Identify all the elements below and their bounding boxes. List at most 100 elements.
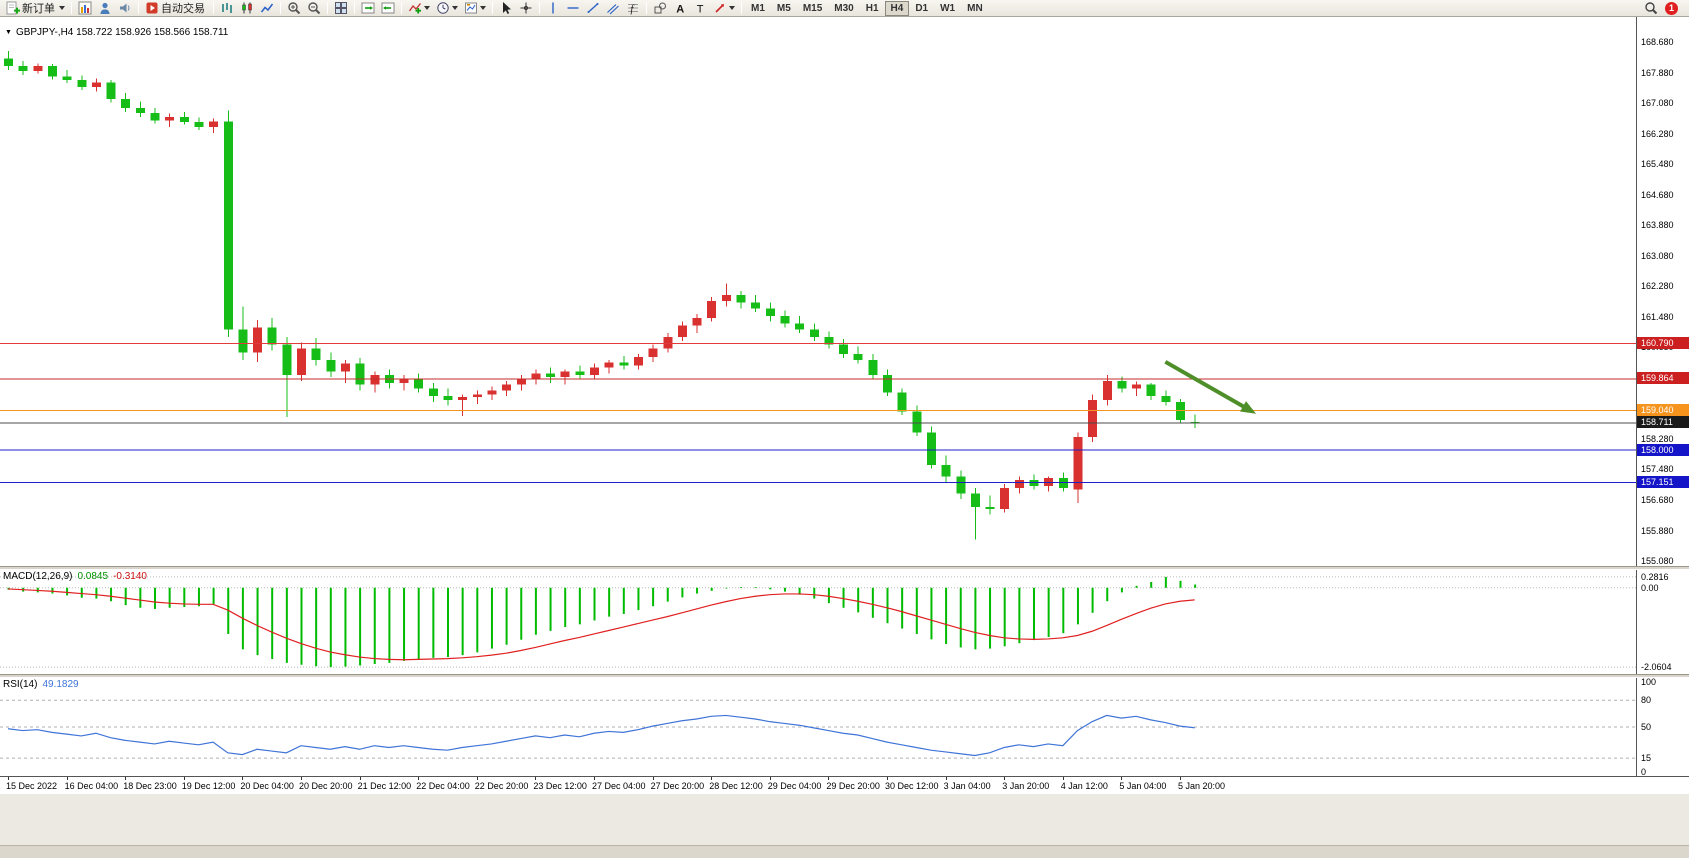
alerts-button[interactable] <box>115 1 135 16</box>
timeframe-h1-button[interactable]: H1 <box>860 1 885 16</box>
candlestick-chart[interactable] <box>0 17 1636 566</box>
price-axis-label: 163.880 <box>1641 220 1674 231</box>
timeframe-d1-button[interactable]: D1 <box>909 1 934 16</box>
price-axis-label: 158.280 <box>1641 433 1674 444</box>
candle-bear <box>853 346 863 364</box>
candle-bull <box>516 375 526 391</box>
candle-bull <box>1102 375 1112 406</box>
candle-bear <box>985 495 995 515</box>
timeframe-m30-button[interactable]: M30 <box>828 1 859 16</box>
cursor-arrow-icon <box>499 1 513 15</box>
auto-scroll-icon <box>361 1 375 15</box>
rsi-axis[interactable]: 100 80 50 15 0 <box>1637 677 1689 777</box>
time-axis-tick <box>652 777 654 780</box>
panel-splitter[interactable] <box>0 674 1689 678</box>
timeframe-h4-button[interactable]: H4 <box>884 0 910 16</box>
shapes-icon <box>653 1 667 15</box>
rsi-axis-label: 0 <box>1641 766 1647 777</box>
candle-bear <box>238 306 248 360</box>
search-button[interactable] <box>1641 1 1661 16</box>
candle-bull <box>91 78 101 92</box>
arrows-button[interactable] <box>710 1 738 16</box>
market-watch-button[interactable] <box>95 1 115 16</box>
time-axis-tick <box>183 777 185 780</box>
indicators-button[interactable] <box>405 1 433 16</box>
macd-indicator-label: MACD(12,26,9) 0.0845 -0.3140 <box>3 571 152 582</box>
vertical-line-button[interactable] <box>543 1 563 16</box>
line-chart-button[interactable] <box>257 1 277 16</box>
price-tag-158.711: 158.711 <box>1637 416 1689 429</box>
candle-bear <box>223 110 233 338</box>
template-button[interactable] <box>461 1 489 16</box>
macd-axis[interactable]: 0.2816 0.00 -2.0604 <box>1637 570 1689 674</box>
timeframe-mn-button[interactable]: MN <box>961 1 989 16</box>
macd-chart <box>0 576 1636 668</box>
candle-bull <box>458 394 468 417</box>
autotrading-label: 自动交易 <box>161 3 205 15</box>
candle-bull <box>33 63 43 74</box>
chart-shift-button[interactable] <box>378 1 398 16</box>
horizontal-line-button[interactable] <box>563 1 583 16</box>
candle-bear <box>956 470 966 500</box>
candlestick-chart-button[interactable] <box>237 1 257 16</box>
candle-bull <box>1073 432 1083 504</box>
candle-bear <box>4 51 13 70</box>
trendline-icon <box>586 1 600 15</box>
time-axis-tick <box>887 777 888 780</box>
auto-scroll-button[interactable] <box>358 1 378 16</box>
zoom-in-button[interactable] <box>284 1 304 16</box>
candle-bear <box>795 316 805 334</box>
periods-button[interactable] <box>433 1 461 16</box>
time-axis[interactable]: 15 Dec 2022 16 Dec 04:00 18 Dec 23:00 19 De… <box>0 776 1689 794</box>
notifications-badge[interactable]: 1 <box>1665 1 1678 15</box>
vertical-line-icon <box>546 1 560 15</box>
macd-panel[interactable]: MACD(12,26,9) 0.0845 -0.3140 <box>0 570 1636 674</box>
new-chart-button[interactable] <box>75 1 95 16</box>
rsi-axis-label: 100 <box>1641 677 1657 688</box>
time-axis-tick <box>769 777 771 780</box>
tile-windows-button[interactable] <box>331 1 351 16</box>
zoom-out-button[interactable] <box>304 1 324 16</box>
rsi-panel[interactable]: RSI(14) 49.1829 <box>0 678 1636 776</box>
fibonacci-button[interactable]: f <box>623 1 643 16</box>
candle-bear <box>282 337 292 418</box>
candle-bull <box>721 283 731 307</box>
autotrading-button[interactable]: 自动交易 <box>142 1 210 16</box>
price-axis-label: 168.680 <box>1641 36 1674 47</box>
bar-chart-button[interactable] <box>217 1 237 16</box>
timeframe-w1-button[interactable]: W1 <box>934 1 961 16</box>
candle-bear <box>150 108 160 124</box>
channel-button[interactable] <box>603 1 623 16</box>
text-label-button[interactable]: T <box>690 1 710 16</box>
caret-down-icon <box>424 6 430 10</box>
candle-bear <box>1190 414 1200 428</box>
time-axis-label: 3 Jan 04:00 <box>943 781 991 791</box>
cursor-button[interactable] <box>496 1 516 16</box>
svg-text:A: A <box>676 4 684 16</box>
price-axis-label: 166.280 <box>1641 128 1674 139</box>
trendline-button[interactable] <box>583 1 603 16</box>
horizontal-line-icon <box>566 1 580 15</box>
time-axis-tick <box>301 777 302 780</box>
timeframe-m15-button[interactable]: M15 <box>797 1 828 16</box>
timeframe-m5-button[interactable]: M5 <box>771 1 797 16</box>
panel-splitter[interactable] <box>0 566 1689 570</box>
price-axis-label: 155.080 <box>1641 556 1674 567</box>
down-trend-arrow[interactable] <box>1164 360 1257 414</box>
crosshair-button[interactable] <box>516 1 536 16</box>
window-background <box>0 794 1689 858</box>
price-chart-panel[interactable]: ▼ GBPJPY-,H4 158.722 158.926 158.566 158… <box>0 17 1636 566</box>
time-axis-tick <box>711 777 713 780</box>
shapes-button[interactable] <box>650 1 670 16</box>
new-order-button[interactable]: 新订单 <box>3 1 68 16</box>
text-button[interactable]: A <box>670 1 690 16</box>
price-axis-label: 161.480 <box>1641 311 1674 322</box>
toolbar-separator <box>280 2 281 14</box>
one-click-trading-caret[interactable]: ▼ <box>5 28 12 36</box>
price-axis[interactable]: 168.680 167.880 167.080 166.280 165.480 164.6… <box>1637 17 1689 566</box>
rsi-axis-label: 50 <box>1641 722 1652 732</box>
zoom-in-icon <box>287 1 301 15</box>
timeframe-m1-button[interactable]: M1 <box>745 1 771 16</box>
svg-text:T: T <box>697 4 704 16</box>
